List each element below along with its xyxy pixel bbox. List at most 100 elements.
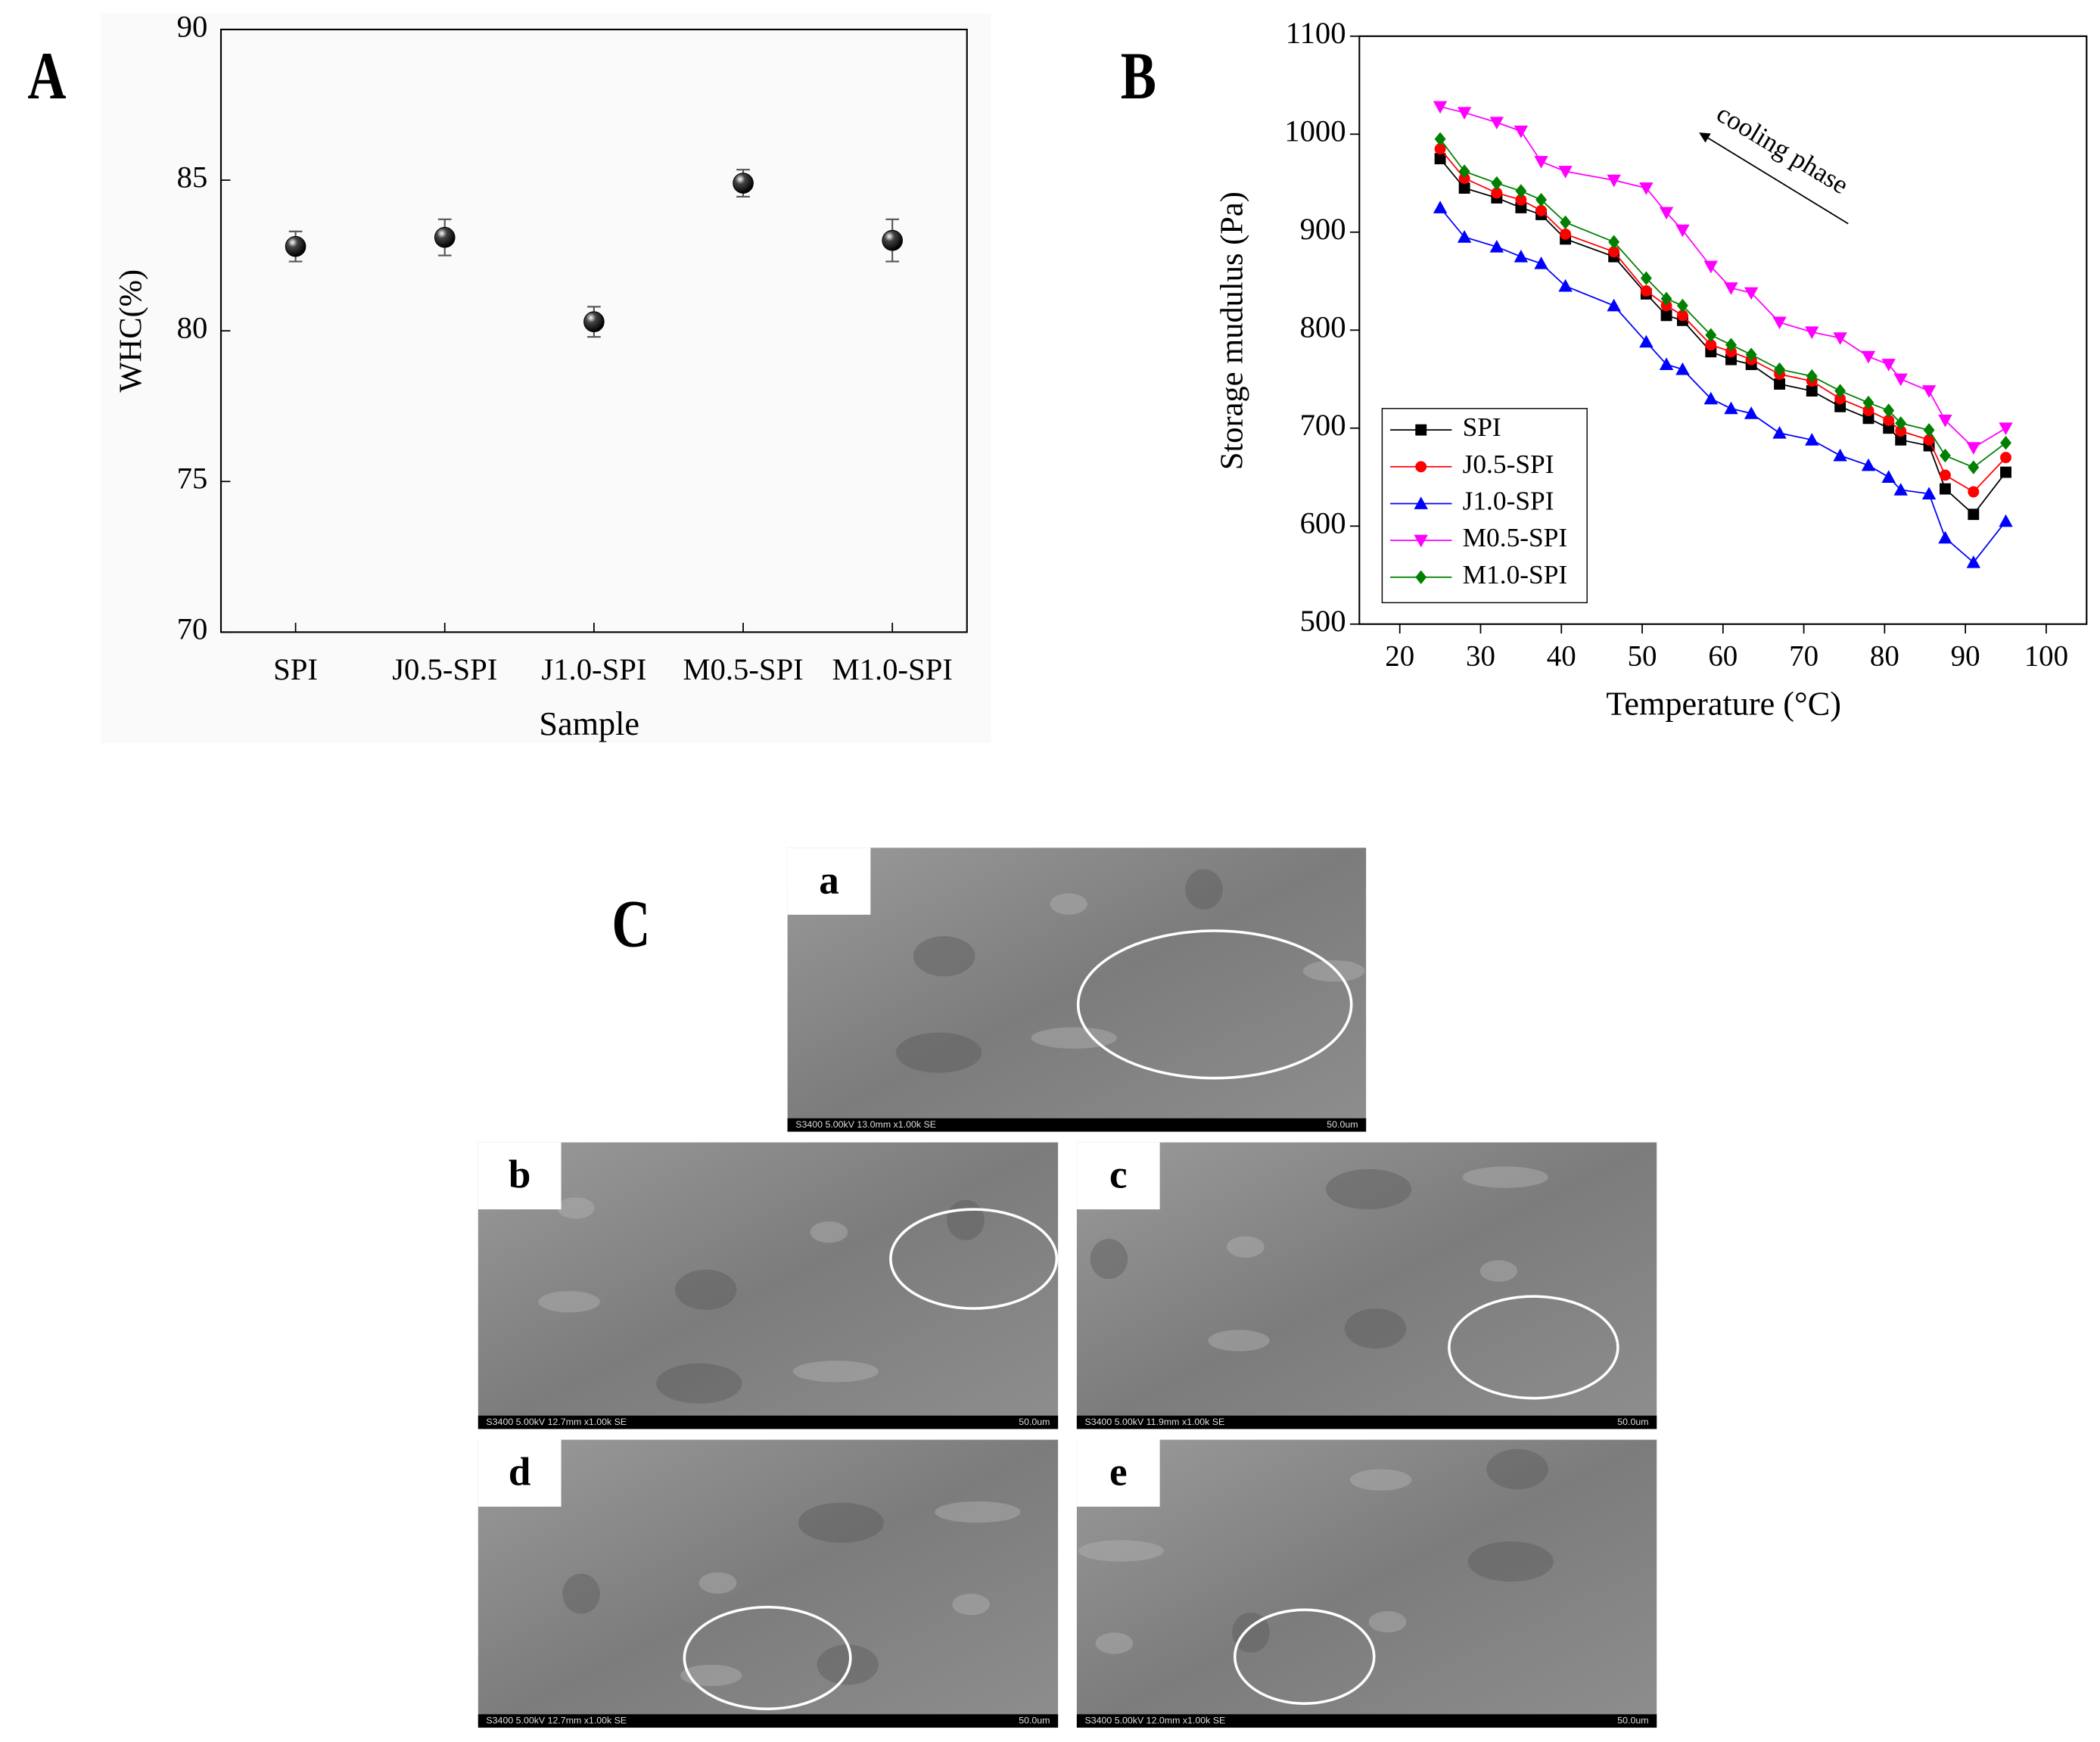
marker — [2000, 435, 2011, 450]
marker — [1640, 271, 1652, 285]
marker — [1938, 530, 1952, 544]
sem-texture — [817, 1644, 879, 1685]
marker — [1608, 246, 1620, 258]
marker — [1999, 422, 2013, 435]
sem-image: S3400 5.00kV 12.0mm x1.00k SE 50.0um e — [1076, 1439, 1657, 1728]
marker — [1861, 350, 1876, 364]
legend-label: M0.5-SPI — [1463, 522, 1568, 552]
data-point — [882, 229, 904, 251]
marker — [1659, 207, 1674, 220]
marker — [1881, 359, 1896, 372]
marker — [1457, 230, 1472, 243]
label-tab — [478, 1142, 562, 1210]
marker — [1968, 460, 1980, 474]
label-tab — [1076, 1439, 1160, 1507]
marker — [1725, 353, 1737, 366]
y-tick-label: 500 — [1300, 604, 1346, 638]
marker — [1921, 487, 1937, 499]
sem-texture — [680, 1664, 742, 1687]
y-tick-label: 90 — [177, 9, 208, 43]
sem-texture — [674, 1269, 737, 1310]
annotation-arrow — [1699, 132, 1849, 225]
y-tick-label: 1100 — [1286, 16, 1346, 50]
image-label: d — [509, 1451, 531, 1495]
marker — [1676, 310, 1688, 322]
sem-texture — [538, 1291, 600, 1313]
marker — [1883, 422, 1895, 434]
marker — [1535, 204, 1547, 216]
sem-info: S3400 5.00kV 12.7mm x1.00k SE — [486, 1715, 627, 1725]
sem-texture — [1090, 1239, 1128, 1280]
marker — [1862, 395, 1874, 410]
marker — [1639, 182, 1654, 195]
y-tick-label: 80 — [177, 311, 208, 345]
highlight-circle — [1076, 929, 1353, 1080]
marker — [1558, 278, 1573, 292]
image-label: b — [509, 1153, 531, 1197]
marker — [1861, 458, 1876, 471]
marker — [1560, 228, 1572, 240]
marker — [1862, 412, 1874, 425]
marker — [1705, 328, 1717, 342]
x-tick-label: 80 — [1870, 640, 1899, 673]
sem-scale: 50.0um — [1019, 1715, 1050, 1725]
highlight-circle — [889, 1208, 1059, 1310]
marker — [1724, 282, 1738, 295]
sem-texture — [1467, 1541, 1554, 1582]
marker — [1895, 416, 1907, 431]
image-label: c — [1109, 1153, 1128, 1197]
marker — [1923, 434, 1935, 446]
sem-texture — [656, 1363, 742, 1404]
y-tick-label: 70 — [177, 612, 208, 646]
sem-texture — [1302, 960, 1365, 982]
y-tick-label: 700 — [1300, 408, 1346, 442]
sem-texture — [1232, 1612, 1270, 1653]
marker — [1966, 442, 1981, 455]
sem-surface — [1076, 1142, 1657, 1429]
marker — [1534, 257, 1548, 269]
sem-texture — [1050, 893, 1088, 915]
sem-surface — [787, 848, 1367, 1132]
sem-texture — [698, 1572, 737, 1594]
sem-texture — [1479, 1260, 1518, 1282]
marker — [1923, 423, 1935, 437]
marker — [1608, 235, 1620, 249]
marker — [1744, 406, 1759, 419]
legend-label: SPI — [1463, 412, 1501, 442]
marker — [1560, 215, 1572, 230]
marker — [1639, 334, 1654, 348]
sem-texture — [935, 1501, 1021, 1523]
marker — [1491, 176, 1503, 191]
label-tab — [478, 1439, 562, 1507]
marker — [1833, 448, 1847, 462]
marker — [1676, 298, 1688, 313]
marker — [1745, 347, 1757, 362]
marker — [1491, 187, 1503, 199]
info-bar — [478, 1714, 1059, 1728]
marker — [1921, 385, 1937, 398]
legend-marker — [1414, 496, 1428, 509]
series-line — [1439, 106, 2006, 449]
marker — [1772, 426, 1787, 439]
marker — [1675, 224, 1690, 238]
marker — [1895, 425, 1907, 437]
marker — [1774, 378, 1785, 390]
sem-texture — [557, 1197, 595, 1219]
marker — [1744, 287, 1759, 300]
marker — [2000, 452, 2011, 464]
marker — [1640, 285, 1652, 297]
sem-scale: 50.0um — [1617, 1417, 1648, 1427]
marker — [1862, 405, 1874, 416]
marker — [1703, 260, 1718, 274]
y-tick-label: 85 — [177, 160, 208, 194]
marker — [1514, 125, 1529, 138]
marker — [1725, 338, 1737, 352]
marker — [1607, 298, 1621, 312]
marker — [1805, 326, 1819, 340]
x-tick-label: 40 — [1547, 640, 1576, 673]
sem-info: S3400 5.00kV 11.9mm x1.00k SE — [1085, 1417, 1225, 1427]
sem-texture — [1078, 1540, 1164, 1562]
y-tick-label: 900 — [1300, 212, 1346, 246]
marker — [1806, 369, 1818, 384]
